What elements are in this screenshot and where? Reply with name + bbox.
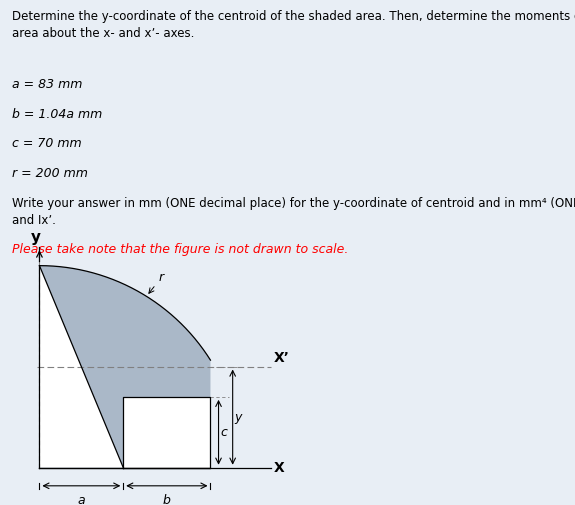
Text: Please take note that the figure is not drawn to scale.: Please take note that the figure is not … bbox=[12, 243, 348, 257]
Polygon shape bbox=[40, 266, 123, 468]
Text: y: y bbox=[235, 411, 242, 424]
Text: a = 83 mm: a = 83 mm bbox=[12, 78, 82, 91]
Text: Write your answer in mm (ONE decimal place) for the y-coordinate of centroid and: Write your answer in mm (ONE decimal pla… bbox=[12, 197, 575, 227]
Text: c: c bbox=[221, 426, 228, 439]
Text: c = 70 mm: c = 70 mm bbox=[12, 137, 81, 150]
Text: a: a bbox=[78, 494, 85, 505]
Text: r = 200 mm: r = 200 mm bbox=[12, 167, 87, 180]
Text: y: y bbox=[30, 230, 40, 245]
Text: Xʼ: Xʼ bbox=[274, 350, 290, 365]
Text: X: X bbox=[274, 461, 285, 475]
Text: Determine the y-coordinate of the centroid of the shaded area. Then, determine t: Determine the y-coordinate of the centro… bbox=[12, 10, 575, 40]
Polygon shape bbox=[123, 397, 210, 468]
Polygon shape bbox=[40, 266, 210, 468]
Text: r: r bbox=[149, 271, 164, 293]
Text: b: b bbox=[163, 494, 171, 505]
Text: b = 1.04a mm: b = 1.04a mm bbox=[12, 108, 102, 121]
